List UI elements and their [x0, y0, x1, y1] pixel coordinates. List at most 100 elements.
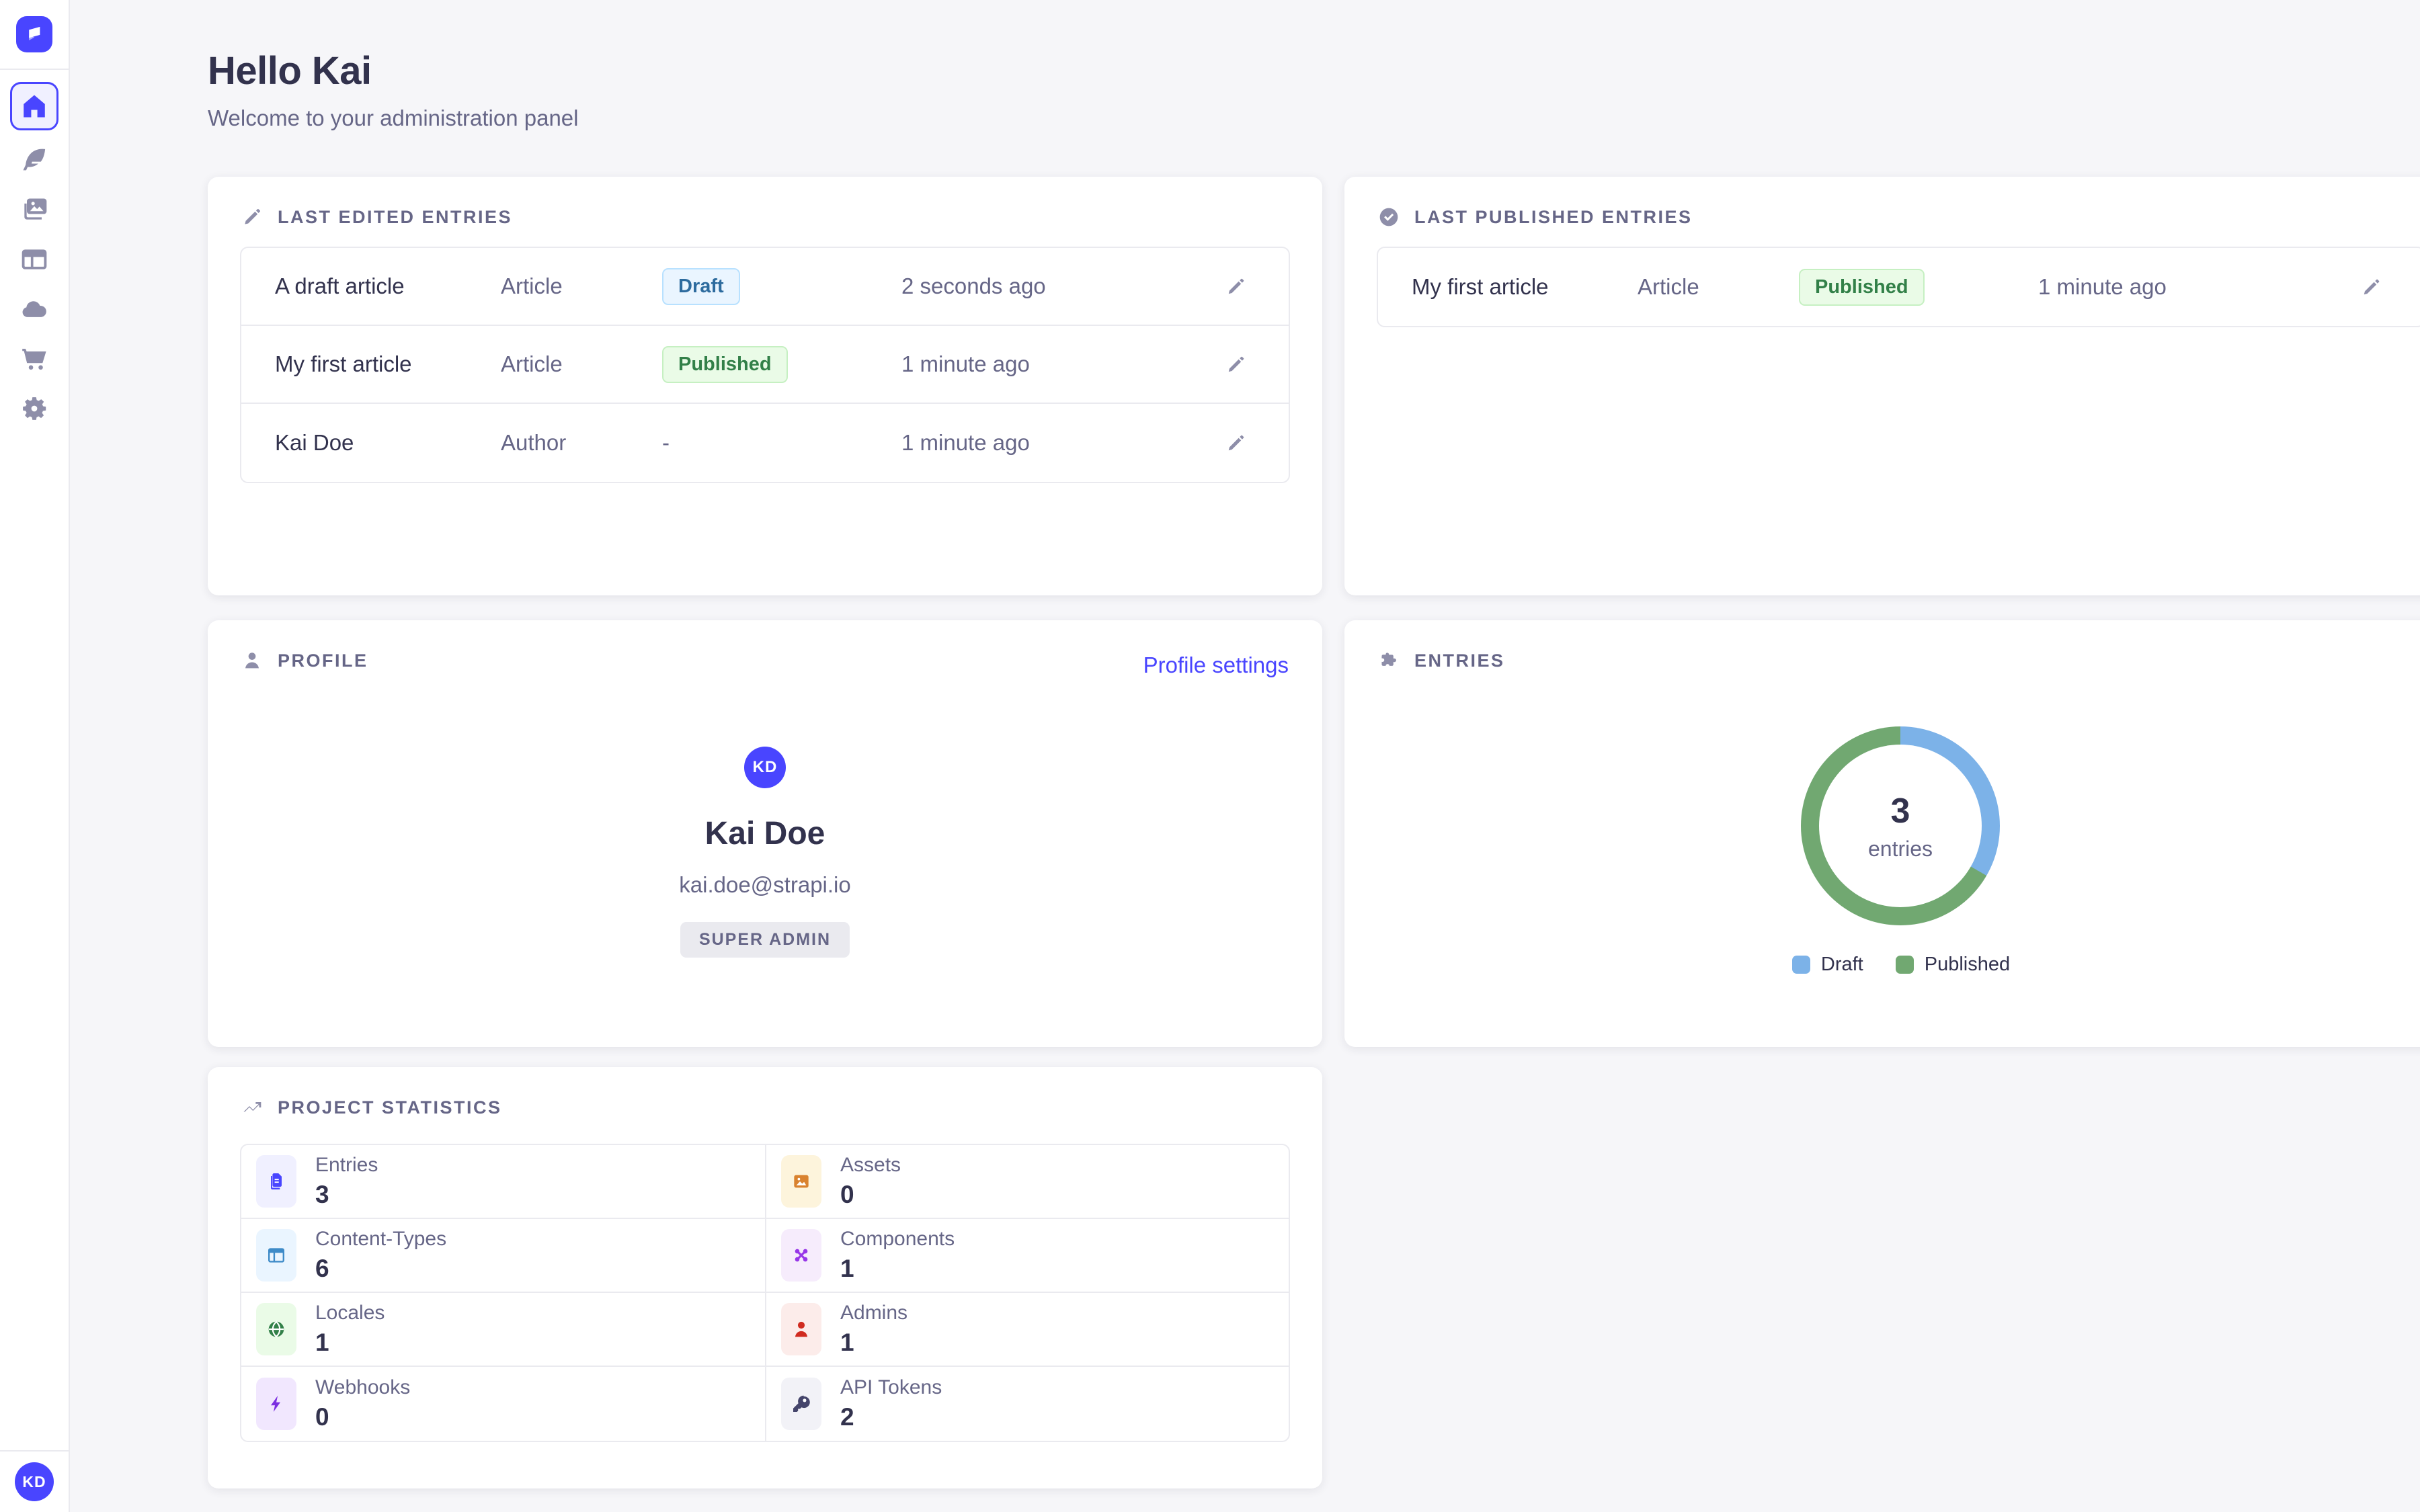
last-published-header: LAST PUBLISHED ENTRIES — [1378, 206, 1693, 228]
entry-time: 1 minute ago — [901, 430, 1030, 455]
webhooks-icon — [256, 1378, 296, 1430]
stat-assets: Assets 0 — [765, 1145, 1289, 1219]
sidebar: KD — [0, 0, 70, 1512]
table-row: My first article Article Published 1 min… — [1378, 248, 2420, 326]
assets-image-icon — [781, 1155, 821, 1208]
stat-value: 1 — [315, 1329, 329, 1356]
stat-value: 1 — [840, 1329, 854, 1356]
stat-api-tokens: API Tokens 2 — [765, 1367, 1289, 1441]
stat-label: Admins — [840, 1302, 908, 1324]
strapi-logo[interactable] — [16, 16, 52, 52]
stat-label: Assets — [840, 1154, 901, 1176]
stat-entries: Entries 3 — [241, 1145, 765, 1219]
project-statistics-title: PROJECT STATISTICS — [278, 1097, 502, 1118]
entries-legend: Draft Published — [1344, 954, 2420, 976]
legend-item-draft: Draft — [1791, 954, 1863, 976]
published-swatch — [1895, 956, 1914, 974]
stat-content-types: Content-Types 6 — [241, 1219, 765, 1293]
stat-label: Components — [840, 1228, 955, 1250]
entry-time: 1 minute ago — [2038, 274, 2167, 299]
sidebar-user-avatar[interactable]: KD — [15, 1462, 54, 1501]
sidebar-bottom-divider — [0, 1450, 69, 1452]
status-badge: Published — [1799, 268, 1925, 306]
stat-value: 1 — [840, 1255, 854, 1282]
edit-pencil-icon — [1228, 278, 1244, 294]
status-empty: - — [662, 430, 670, 455]
edit-pencil-icon — [1228, 356, 1244, 372]
last-edited-title: LAST EDITED ENTRIES — [278, 206, 513, 227]
status-badge: Draft — [662, 267, 740, 305]
last-published-table: My first article Article Published 1 min… — [1377, 247, 2420, 327]
entry-name: A draft article — [275, 274, 405, 298]
last-edited-header: LAST EDITED ENTRIES — [241, 206, 512, 228]
edit-pencil-icon — [1228, 435, 1244, 451]
entry-name: My first article — [275, 351, 412, 376]
sidebar-item-marketplace[interactable] — [10, 339, 58, 379]
project-statistics-header: PROJECT STATISTICS — [241, 1097, 502, 1118]
stat-label: Content-Types — [315, 1228, 447, 1250]
stat-value: 0 — [315, 1403, 329, 1431]
profile-body: KD Kai Doe kai.doe@strapi.io SUPER ADMIN — [208, 620, 1322, 1047]
admins-person-icon — [781, 1303, 821, 1355]
stat-locales: Locales 1 — [241, 1293, 765, 1367]
table-row: Kai Doe Author - 1 minute ago — [241, 404, 1289, 482]
entry-name: My first article — [1412, 274, 1549, 299]
entry-type: Article — [501, 351, 563, 376]
stat-webhooks: Webhooks 0 — [241, 1367, 765, 1441]
trending-up-icon — [243, 1102, 261, 1112]
edit-entry-button[interactable] — [1224, 274, 1248, 298]
media-library-icon — [24, 198, 47, 220]
check-circle-icon — [1379, 208, 1398, 226]
sidebar-item-settings[interactable] — [10, 388, 58, 429]
last-edited-table: A draft article Article Draft 2 seconds … — [240, 247, 1290, 483]
stat-label: API Tokens — [840, 1376, 942, 1398]
entry-type: Article — [501, 274, 563, 298]
stat-value: 6 — [315, 1255, 329, 1282]
entries-chart-card: ENTRIES 3 entries Draft Published — [1344, 620, 2420, 1047]
stat-label: Webhooks — [315, 1376, 411, 1398]
draft-legend-label: Draft — [1820, 954, 1863, 975]
entries-header: ENTRIES — [1378, 650, 1505, 671]
main-content: Hello Kai Welcome to your administration… — [70, 0, 2420, 1512]
entries-title: ENTRIES — [1414, 650, 1505, 671]
profile-settings-link[interactable]: Profile settings — [1143, 653, 1289, 677]
edit-pencil-icon — [2364, 279, 2380, 295]
table-row: A draft article Article Draft 2 seconds … — [241, 248, 1289, 326]
table-row: My first article Article Published 1 min… — [241, 326, 1289, 404]
strapi-logo-icon — [29, 26, 40, 40]
edit-entry-button[interactable] — [2360, 275, 2384, 299]
cart-icon — [22, 348, 46, 370]
stat-label: Locales — [315, 1302, 385, 1324]
profile-name: Kai Doe — [704, 816, 825, 851]
entry-type: Author — [501, 430, 567, 455]
sidebar-item-deploy[interactable] — [10, 289, 58, 329]
profile-card: PROFILE Profile settings KD Kai Doe kai.… — [208, 620, 1322, 1047]
entry-type: Article — [1638, 274, 1699, 299]
cloud-icon — [22, 301, 46, 317]
sidebar-item-media-library[interactable] — [10, 190, 58, 230]
edit-entry-button[interactable] — [1224, 352, 1248, 376]
sidebar-item-content-type-builder[interactable] — [10, 239, 58, 280]
sidebar-bottom: KD — [0, 1450, 69, 1512]
components-icon — [781, 1229, 821, 1282]
feather-icon — [23, 149, 46, 171]
home-icon — [24, 95, 45, 118]
page-header: Hello Kai Welcome to your administration… — [208, 48, 579, 131]
entry-name: Kai Doe — [275, 430, 354, 455]
stats-grid: Entries 3 Assets 0 Content-Types — [240, 1144, 1290, 1442]
sidebar-item-content-manager[interactable] — [10, 140, 58, 180]
stat-admins: Admins 1 — [765, 1293, 1289, 1367]
page-subtitle: Welcome to your administration panel — [208, 106, 579, 130]
sidebar-nav — [10, 82, 58, 429]
sidebar-divider — [0, 69, 69, 70]
page-title: Hello Kai — [208, 49, 372, 93]
last-published-title: LAST PUBLISHED ENTRIES — [1414, 206, 1693, 227]
status-badge: Published — [662, 345, 788, 383]
edit-entry-button[interactable] — [1224, 431, 1248, 455]
entries-donut: 3 entries — [1801, 726, 2000, 925]
profile-avatar: KD — [744, 747, 786, 788]
sidebar-item-home[interactable] — [10, 82, 58, 130]
person-icon — [245, 653, 259, 669]
last-edited-entries-card: LAST EDITED ENTRIES A draft article Arti… — [208, 177, 1322, 595]
project-statistics-card: PROJECT STATISTICS Entries 3 Assets 0 — [208, 1067, 1322, 1488]
